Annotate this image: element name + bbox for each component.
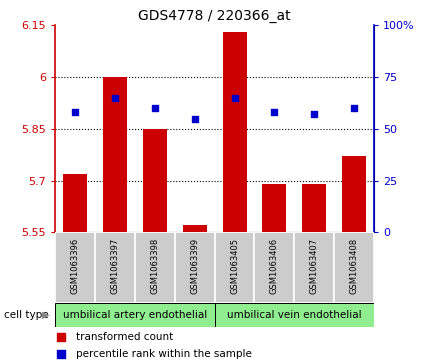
- Point: [351, 105, 357, 111]
- Bar: [183, 225, 207, 232]
- Bar: [334, 232, 374, 303]
- Bar: [95, 232, 135, 303]
- Text: transformed count: transformed count: [76, 332, 173, 342]
- Bar: [302, 184, 326, 232]
- Point: [57, 351, 64, 357]
- Bar: [175, 232, 215, 303]
- Bar: [143, 129, 167, 232]
- Bar: [342, 156, 366, 232]
- Text: umbilical artery endothelial: umbilical artery endothelial: [63, 310, 207, 320]
- Text: GSM1063405: GSM1063405: [230, 238, 239, 294]
- Text: GSM1063398: GSM1063398: [150, 238, 159, 294]
- Point: [271, 109, 278, 115]
- Bar: [55, 232, 95, 303]
- Text: GSM1063408: GSM1063408: [350, 238, 359, 294]
- Text: GSM1063407: GSM1063407: [310, 238, 319, 294]
- Bar: [262, 184, 286, 232]
- Text: cell type: cell type: [4, 310, 49, 320]
- Title: GDS4778 / 220366_at: GDS4778 / 220366_at: [138, 9, 291, 23]
- Text: GSM1063406: GSM1063406: [270, 238, 279, 294]
- Point: [72, 109, 79, 115]
- Point: [231, 95, 238, 101]
- Point: [191, 115, 198, 121]
- Bar: [215, 303, 374, 327]
- Point: [112, 95, 119, 101]
- Bar: [223, 32, 246, 232]
- Bar: [55, 303, 215, 327]
- Bar: [215, 232, 255, 303]
- Bar: [294, 232, 334, 303]
- Bar: [255, 232, 294, 303]
- Point: [57, 334, 64, 340]
- Bar: [103, 77, 127, 232]
- Bar: [135, 232, 175, 303]
- Bar: [63, 174, 87, 232]
- Text: umbilical vein endothelial: umbilical vein endothelial: [227, 310, 362, 320]
- Point: [311, 111, 317, 117]
- Text: GSM1063399: GSM1063399: [190, 238, 199, 294]
- Text: GSM1063397: GSM1063397: [110, 238, 119, 294]
- Point: [151, 105, 158, 111]
- Text: ▶: ▶: [42, 310, 49, 320]
- Text: GSM1063396: GSM1063396: [71, 238, 79, 294]
- Text: percentile rank within the sample: percentile rank within the sample: [76, 349, 252, 359]
